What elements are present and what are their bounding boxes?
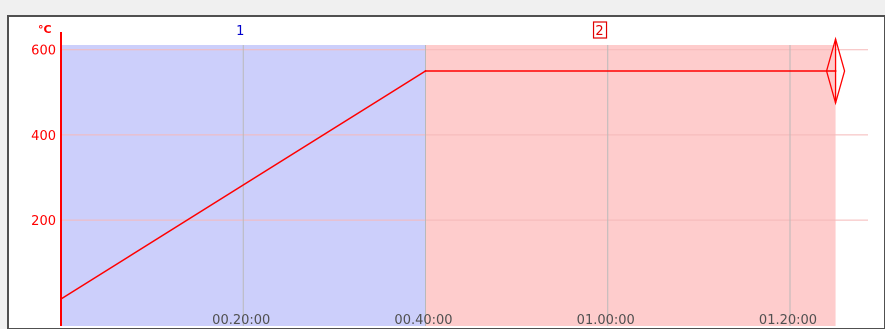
x-tick-label: 01.20:00 bbox=[759, 313, 817, 328]
segment-label: 1 bbox=[236, 24, 244, 39]
y-tick-label: 200 bbox=[31, 214, 56, 229]
y-axis-unit-label: °C bbox=[38, 23, 52, 36]
segment-label: 2 bbox=[595, 24, 603, 39]
x-tick-label: 01.00:00 bbox=[577, 313, 635, 328]
x-tick-label: 00.40:00 bbox=[394, 313, 452, 328]
x-tick-label: 00.20:00 bbox=[212, 313, 270, 328]
y-tick-label: 600 bbox=[31, 44, 56, 59]
segment-label-box bbox=[592, 21, 608, 39]
profile-point bbox=[424, 70, 427, 72]
y-tick-label: 400 bbox=[31, 129, 56, 144]
program-segment-2[interactable] bbox=[425, 45, 836, 326]
profile-point bbox=[60, 298, 62, 300]
